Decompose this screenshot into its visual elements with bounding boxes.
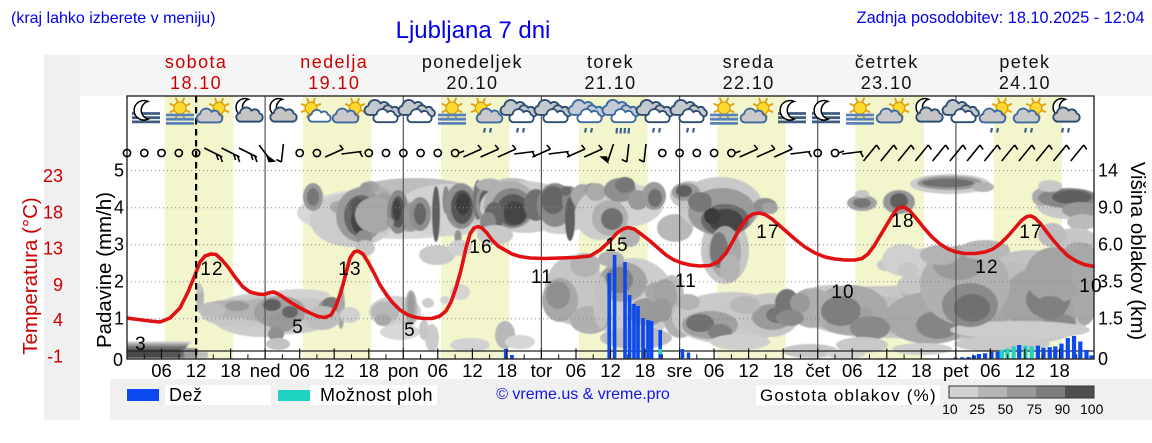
svg-text:0: 0: [1098, 349, 1108, 369]
svg-text:pon: pon: [388, 360, 419, 381]
svg-text:Padavine (mm/h): Padavine (mm/h): [93, 192, 116, 348]
svg-text:18: 18: [635, 360, 656, 381]
svg-text:21.10: 21.10: [584, 73, 636, 93]
svg-text:12: 12: [324, 360, 345, 381]
svg-text:pet: pet: [943, 360, 969, 381]
svg-text:18: 18: [43, 202, 63, 222]
svg-text:4: 4: [114, 198, 124, 218]
svg-text:50: 50: [998, 401, 1014, 417]
svg-text:18: 18: [1049, 360, 1070, 381]
svg-text:Ljubljana 7 dni: Ljubljana 7 dni: [396, 17, 551, 44]
svg-text:15: 15: [605, 235, 629, 256]
svg-text:12: 12: [600, 360, 621, 381]
svg-text:11: 11: [531, 267, 553, 288]
svg-text:Zadnja posodobitev: 18.10.2025: Zadnja posodobitev: 18.10.2025 - 12:04: [857, 9, 1145, 27]
svg-text:24.10: 24.10: [999, 73, 1051, 93]
svg-text:10: 10: [831, 282, 855, 303]
svg-text:5: 5: [114, 161, 124, 181]
svg-text:18: 18: [220, 360, 241, 381]
svg-text:sobota: sobota: [165, 52, 227, 72]
svg-text:23.10: 23.10: [861, 73, 913, 93]
svg-text:90: 90: [1055, 401, 1071, 417]
svg-text:100: 100: [1080, 401, 1104, 417]
svg-text:06: 06: [980, 360, 1001, 381]
svg-text:06: 06: [704, 360, 725, 381]
svg-text:Višina oblakov (km): Višina oblakov (km): [1126, 162, 1149, 341]
svg-text:Temperatura (°C): Temperatura (°C): [19, 197, 42, 354]
svg-text:14: 14: [1098, 161, 1118, 181]
svg-text:Možnost ploh: Možnost ploh: [320, 385, 433, 405]
svg-text:18: 18: [773, 360, 794, 381]
svg-text:13: 13: [43, 238, 63, 258]
svg-text:12: 12: [1015, 360, 1036, 381]
svg-text:11: 11: [675, 271, 697, 292]
svg-text:-1: -1: [47, 347, 63, 367]
svg-text:2: 2: [114, 272, 124, 292]
svg-text:18.10: 18.10: [170, 73, 222, 93]
svg-text:5: 5: [404, 320, 416, 341]
svg-text:12: 12: [975, 257, 999, 278]
svg-text:9.0: 9.0: [1098, 198, 1123, 218]
svg-text:22.10: 22.10: [723, 73, 775, 93]
svg-text:12: 12: [186, 360, 207, 381]
svg-text:ned: ned: [250, 360, 281, 381]
svg-text:06: 06: [842, 360, 863, 381]
svg-text:6.0: 6.0: [1098, 235, 1123, 255]
svg-text:25: 25: [969, 401, 985, 417]
svg-text:5: 5: [292, 317, 304, 338]
svg-text:petek: petek: [999, 52, 1050, 72]
svg-text:9: 9: [53, 275, 63, 295]
svg-text:12: 12: [876, 360, 897, 381]
svg-text:13: 13: [338, 259, 362, 280]
svg-text:12: 12: [200, 259, 224, 280]
svg-text:torek: torek: [587, 52, 634, 72]
svg-text:18: 18: [911, 360, 932, 381]
svg-text:20.10: 20.10: [446, 73, 498, 93]
svg-text:18: 18: [497, 360, 518, 381]
svg-text:19.10: 19.10: [308, 73, 360, 93]
svg-text:3: 3: [135, 334, 147, 355]
svg-text:0: 0: [113, 350, 123, 370]
svg-text:sre: sre: [667, 360, 693, 381]
svg-text:4: 4: [53, 310, 63, 330]
svg-text:18: 18: [891, 211, 915, 232]
svg-text:18: 18: [358, 360, 379, 381]
svg-text:ponedeljek: ponedeljek: [422, 52, 523, 72]
svg-text:Dež: Dež: [169, 385, 203, 405]
svg-text:75: 75: [1027, 401, 1043, 417]
svg-text:(kraj lahko izberete v meniju): (kraj lahko izberete v meniju): [11, 10, 216, 27]
svg-text:tor: tor: [531, 360, 553, 381]
svg-text:12: 12: [462, 360, 483, 381]
svg-text:četrtek: četrtek: [855, 52, 919, 72]
svg-text:16: 16: [469, 237, 493, 258]
svg-text:06: 06: [151, 360, 172, 381]
svg-text:10: 10: [942, 401, 958, 417]
svg-text:sreda: sreda: [723, 52, 775, 72]
svg-text:10: 10: [1079, 276, 1103, 297]
svg-text:17: 17: [756, 222, 780, 243]
svg-text:12: 12: [738, 360, 759, 381]
svg-text:3.5: 3.5: [1098, 272, 1123, 292]
svg-text:1: 1: [114, 309, 124, 329]
svg-text:06: 06: [289, 360, 310, 381]
svg-text:Gostota oblakov (%): Gostota oblakov (%): [760, 386, 937, 405]
svg-text:06: 06: [428, 360, 449, 381]
svg-text:1.5: 1.5: [1098, 309, 1123, 329]
svg-text:17: 17: [1019, 222, 1043, 243]
svg-text:06: 06: [566, 360, 587, 381]
svg-text:čet: čet: [805, 360, 830, 381]
svg-text:© vreme.us & vreme.pro: © vreme.us & vreme.pro: [496, 386, 670, 403]
svg-text:23: 23: [43, 166, 63, 186]
svg-text:nedelja: nedelja: [300, 52, 368, 72]
svg-text:3: 3: [114, 235, 124, 255]
